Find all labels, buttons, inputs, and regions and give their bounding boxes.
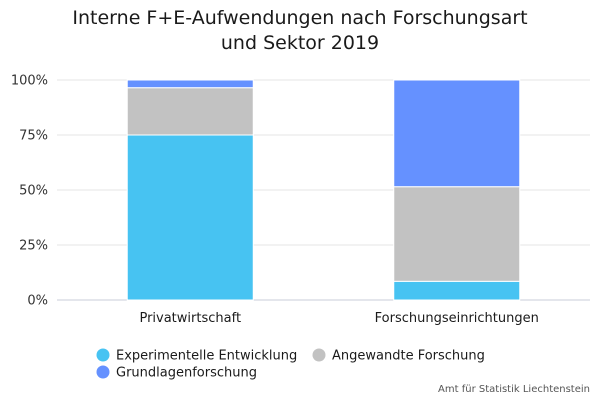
chart-title-line-1: Interne F+E-Aufwendungen nach Forschungs…: [72, 7, 528, 29]
chart-title-line-2: und Sektor 2019: [220, 32, 380, 54]
bar-segment: [126, 87, 254, 136]
bar-segment: [393, 186, 521, 282]
bar-segment: [126, 134, 254, 301]
legend-label: Angewandte Forschung: [332, 349, 485, 364]
chart-title: Interne F+E-Aufwendungen nach Forschungs…: [0, 6, 600, 56]
category-label: Privatwirtschaft: [139, 311, 241, 326]
y-tick-label: 0%: [27, 294, 48, 309]
bar-segment: [393, 280, 521, 301]
y-tick-label: 25%: [19, 239, 48, 254]
legend-swatch: [96, 365, 110, 379]
bar-segment: [126, 79, 254, 89]
y-tick-label: 75%: [19, 129, 48, 144]
y-tick-label: 100%: [11, 74, 48, 89]
legend-label: Grundlagenforschung: [116, 366, 257, 381]
legend-label: Experimentelle Entwicklung: [116, 349, 297, 364]
legend-swatch: [96, 348, 110, 362]
category-label: Forschungseinrichtungen: [375, 311, 539, 326]
source-credit: Amt für Statistik Liechtenstein: [438, 384, 590, 395]
legend-swatch: [312, 348, 326, 362]
bar-segment: [393, 79, 521, 188]
y-tick-label: 50%: [19, 184, 48, 199]
